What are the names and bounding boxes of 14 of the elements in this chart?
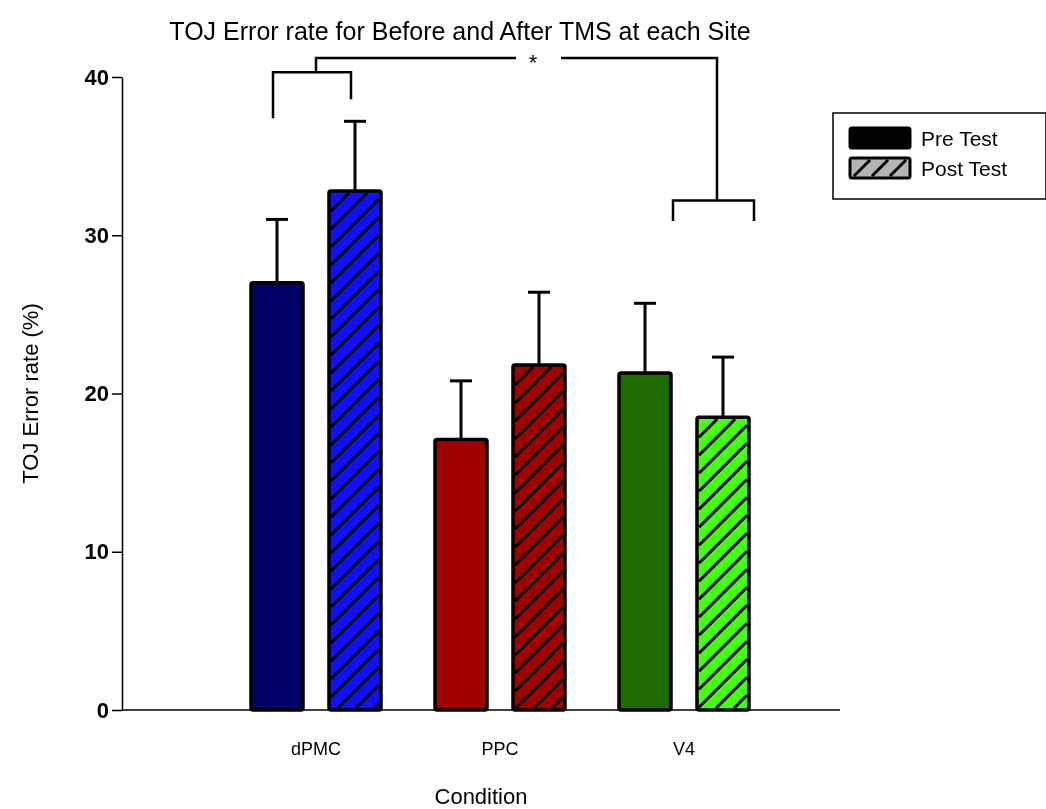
- y-tick-label: 0: [96, 697, 109, 723]
- y-tick-label: 40: [84, 64, 109, 90]
- x-tick-label: V4: [672, 739, 696, 759]
- y-tick-label: 20: [84, 381, 109, 407]
- chart-title: TOJ Error rate for Before and After TMS at each Site: [169, 17, 751, 45]
- y-tick-label: 10: [84, 539, 109, 565]
- text: *: [528, 50, 538, 75]
- x-tick-label: PPC: [481, 739, 519, 759]
- x-axis-title: Condition: [434, 784, 528, 809]
- text: Pre Test: [921, 127, 998, 150]
- y-axis-title: TOJ Error rate (%): [18, 303, 43, 484]
- x-tick-label: dPMC: [290, 739, 342, 759]
- legend-label: Post Test: [921, 157, 1008, 180]
- y-tick-label: 30: [84, 222, 109, 248]
